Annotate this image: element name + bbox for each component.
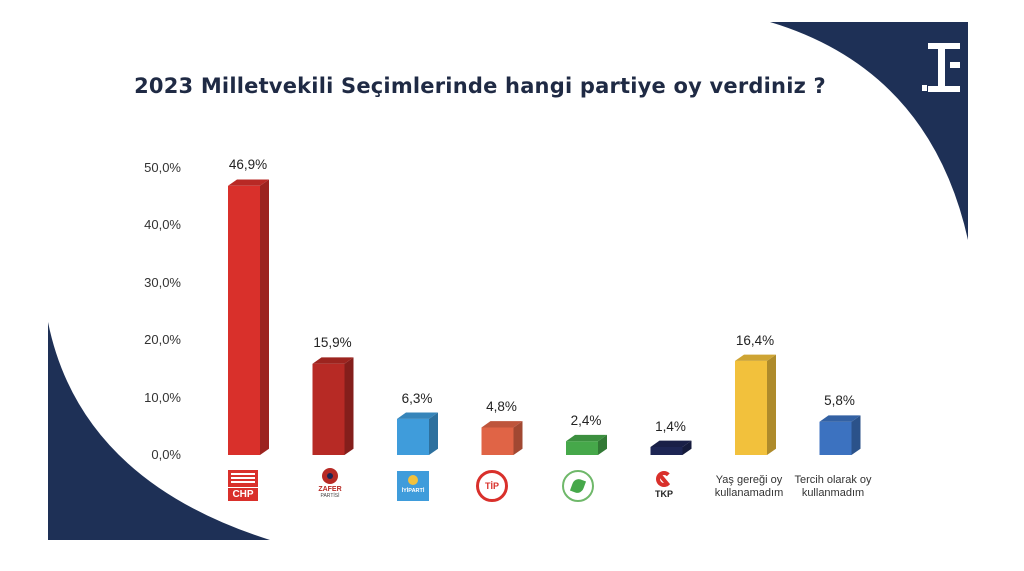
bar-value-label: 16,4%	[735, 332, 775, 348]
bar-top	[735, 354, 776, 361]
brand-logo-icon	[922, 43, 960, 92]
bar-front	[650, 446, 683, 455]
hammer-sickle-icon	[655, 470, 673, 488]
y-tick-label: 50,0%	[144, 160, 181, 175]
bar-value-label: 4,8%	[486, 399, 517, 415]
bar-front	[819, 421, 852, 455]
bar-top	[228, 179, 269, 186]
y-tick-label: 10,0%	[144, 389, 181, 405]
category-label-tercih-line2: kullanmadım	[801, 487, 865, 499]
y-tick-label: 20,0%	[144, 332, 181, 348]
bar-value-label: 1,4%	[655, 418, 686, 434]
category-label-tercih-line1: Tercih olarak oy	[794, 474, 872, 486]
tkp-logo: TKP	[648, 470, 680, 504]
bar-side	[260, 179, 269, 455]
bar-front	[312, 363, 345, 455]
bar-value-label: 5,8%	[824, 393, 855, 409]
bar-front	[397, 418, 429, 455]
bar	[228, 179, 269, 455]
zafer-flame-icon	[322, 468, 338, 484]
bar	[312, 357, 354, 455]
leaf-icon	[569, 477, 587, 495]
bar	[566, 434, 607, 455]
bar-top	[650, 440, 692, 447]
bar-top	[481, 421, 523, 428]
bar-side	[344, 357, 354, 455]
bar-front	[735, 360, 767, 455]
bar-value-label: 6,3%	[401, 390, 433, 406]
bar-front	[481, 427, 514, 455]
bar-top	[819, 415, 861, 422]
chp-arrows-icon	[228, 470, 258, 487]
iyi-parti-logo: İYİPARTİ	[397, 471, 429, 501]
bar-value-label: 46,9%	[228, 157, 268, 173]
bottom-left-arc	[48, 322, 270, 540]
bar-side	[851, 415, 861, 455]
iyi-parti-logo-text: İYİPARTİ	[401, 488, 425, 494]
bar-top	[397, 412, 438, 419]
chp-logo-text: CHP	[228, 488, 258, 501]
bar	[819, 415, 861, 455]
y-tick-label: 40,0%	[144, 217, 181, 233]
category-label-yas: Yaş gereği oy kullanamadım	[699, 474, 799, 500]
category-label-yas-line1: Yaş gereği oy	[715, 474, 783, 486]
bar-value-label: 2,4%	[570, 412, 602, 428]
bar-front	[228, 185, 260, 455]
bar	[735, 354, 776, 455]
tkp-logo-text: TKP	[655, 489, 673, 499]
bar-top	[566, 434, 607, 442]
chp-logo: CHP	[228, 470, 258, 502]
bar-front	[566, 441, 598, 455]
y-tick-label: 0,0%	[151, 447, 181, 462]
category-label-yas-line2: kullanamadım	[714, 487, 784, 499]
bar	[650, 440, 692, 455]
y-tick-label: 30,0%	[144, 274, 181, 290]
zafer-logo: ZAFER PARTİSİ	[312, 468, 348, 512]
sun-icon	[408, 475, 418, 485]
zafer-logo-text: ZAFER	[318, 486, 342, 493]
bar-side	[513, 421, 523, 455]
bar-side	[598, 434, 607, 455]
category-label-tercih: Tercih olarak oy kullanmadım	[783, 474, 883, 500]
bar-top	[312, 357, 354, 364]
tip-logo: TİP	[476, 470, 508, 502]
bar-value-label: 15,9%	[313, 335, 352, 351]
yesil-sol-logo	[562, 470, 594, 502]
bar-side	[682, 440, 692, 455]
bar	[481, 421, 523, 455]
zafer-logo-subtext: PARTİSİ	[320, 493, 340, 499]
tip-logo-text: TİP	[484, 481, 499, 491]
bar-side	[767, 354, 776, 455]
bar	[397, 412, 438, 455]
top-right-arc	[770, 22, 968, 240]
chart-title: 2023 Milletvekili Seçimlerinde hangi par…	[134, 74, 826, 98]
bar-side	[429, 412, 438, 455]
